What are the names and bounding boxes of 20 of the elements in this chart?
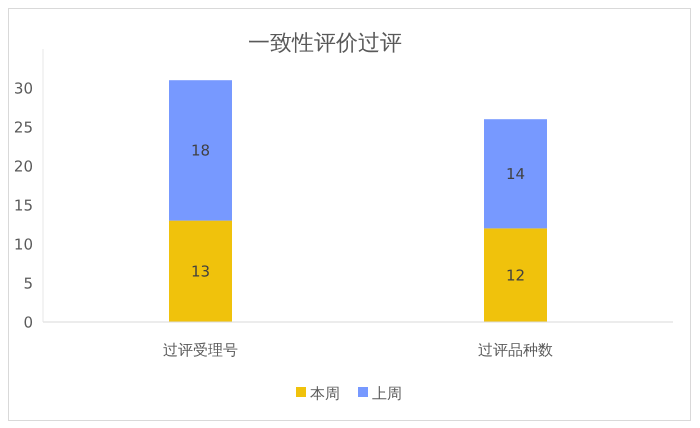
data-label: 12 bbox=[506, 266, 526, 284]
x-tick-label: 过评品种数 bbox=[478, 341, 553, 359]
data-label: 14 bbox=[506, 165, 526, 184]
legend-label: 本周 bbox=[310, 384, 340, 402]
y-tick-label: 30 bbox=[14, 79, 33, 98]
y-tick-label: 0 bbox=[23, 313, 33, 332]
y-tick-label: 20 bbox=[14, 157, 33, 176]
x-tick-label: 过评受理号 bbox=[163, 341, 238, 359]
data-label: 13 bbox=[190, 262, 210, 281]
bar bbox=[169, 220, 232, 322]
legend-label: 上周 bbox=[372, 384, 402, 402]
y-tick-label: 15 bbox=[14, 196, 33, 214]
chart-title: 一致性评价过评 bbox=[248, 31, 402, 56]
y-tick-label: 5 bbox=[23, 274, 33, 292]
bar bbox=[484, 228, 547, 322]
bar bbox=[484, 119, 547, 228]
data-label: 18 bbox=[190, 142, 210, 160]
y-tick-label: 25 bbox=[14, 118, 33, 136]
bar bbox=[169, 80, 232, 221]
y-tick-label: 10 bbox=[14, 235, 33, 254]
